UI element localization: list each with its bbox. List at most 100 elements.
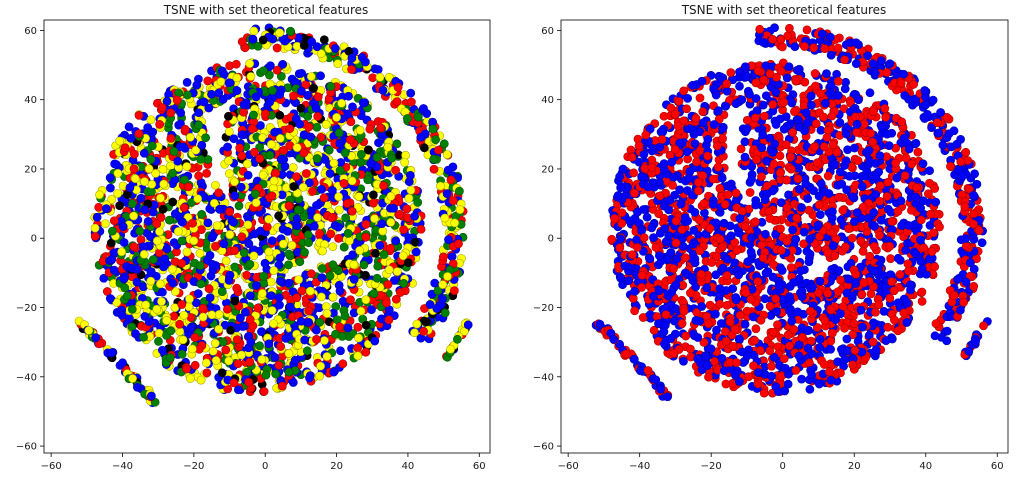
scatter-point: [277, 381, 287, 391]
scatter-point: [266, 277, 276, 287]
scatter-point: [237, 130, 247, 140]
scatter-point: [442, 189, 452, 198]
y-tick-label: −20: [16, 303, 37, 314]
scatter-point: [341, 213, 350, 223]
scatter-point: [159, 262, 168, 272]
scatter-point: [230, 262, 240, 272]
scatter-point: [346, 295, 355, 305]
scatter-point: [446, 175, 456, 185]
scatter-point: [245, 59, 255, 68]
scatter-point: [751, 324, 761, 334]
scatter-point: [791, 76, 801, 86]
scatter-point: [183, 213, 193, 222]
scatter-point: [275, 134, 285, 143]
scatter-point: [92, 212, 102, 222]
scatter-point: [132, 277, 142, 287]
scatter-point: [252, 281, 261, 290]
scatter-point: [799, 101, 809, 110]
scatter-point: [838, 205, 848, 215]
scatter-point: [182, 247, 192, 257]
scatter-point: [211, 242, 220, 251]
scatter-point: [410, 328, 419, 338]
chart-title-left: TSNE with set theoretical features: [163, 3, 369, 17]
scatter-point: [299, 148, 309, 158]
scatter-point: [303, 112, 313, 121]
scatter-point: [773, 342, 783, 352]
scatter-point: [318, 246, 327, 256]
scatter-point: [321, 120, 331, 129]
scatter-point: [315, 228, 324, 238]
scatter-point: [805, 358, 814, 368]
scatter-point: [775, 168, 785, 178]
scatter-point: [174, 88, 184, 98]
scatter-point: [166, 326, 176, 336]
scatter-point: [204, 284, 214, 294]
scatter-point: [245, 291, 255, 301]
scatter-point: [412, 319, 422, 329]
scatter-point: [402, 204, 412, 214]
scatter-point: [193, 194, 203, 204]
scatter-point: [179, 203, 189, 212]
scatter-point: [230, 177, 239, 187]
scatter-point: [306, 132, 316, 142]
scatter-point: [303, 230, 313, 240]
scatter-point: [332, 113, 341, 122]
scatter-point: [354, 333, 363, 343]
scatter-point: [721, 379, 731, 389]
scatter-point: [224, 111, 233, 121]
scatter-point: [337, 98, 346, 108]
scatter-point: [293, 205, 303, 215]
scatter-point: [747, 174, 756, 184]
scatter-point: [917, 287, 927, 297]
scatter-point: [792, 65, 802, 75]
scatter-point: [146, 115, 156, 125]
scatter-point: [214, 310, 224, 319]
scatter-point: [410, 237, 420, 247]
x-tick-label: −60: [41, 461, 62, 472]
scatter-point: [883, 322, 893, 332]
scatter-point: [328, 186, 337, 195]
scatter-point: [413, 112, 423, 122]
scatter-point: [154, 328, 164, 338]
scatter-point: [343, 323, 353, 333]
scatter-point: [317, 185, 326, 194]
scatter-point: [369, 289, 379, 298]
scatter-point: [155, 279, 165, 289]
scatter-point: [284, 367, 294, 377]
scatter-point: [893, 206, 903, 216]
scatter-point: [275, 90, 285, 99]
scatter-point: [931, 197, 941, 207]
scatter-point: [156, 193, 165, 203]
scatter-point: [295, 257, 305, 267]
scatter-point: [326, 82, 336, 91]
scatter-point: [901, 153, 911, 163]
scatter-point: [250, 147, 259, 157]
scatter-point: [298, 182, 308, 192]
scatter-point: [917, 297, 927, 306]
scatter-point: [398, 251, 408, 261]
scatter-point: [217, 368, 227, 378]
scatter-point: [235, 143, 245, 153]
scatter-point: [347, 53, 357, 63]
scatter-point: [165, 215, 174, 225]
scatter-point: [395, 210, 405, 219]
scatter-point: [357, 150, 366, 159]
scatter-point: [379, 181, 388, 190]
scatter-point: [109, 216, 119, 226]
scatter-point: [253, 303, 263, 313]
scatter-point: [134, 111, 144, 120]
scatter-point: [120, 143, 130, 153]
scatter-point: [267, 236, 277, 246]
scatter-point: [168, 168, 177, 178]
x-tick-label: 40: [402, 461, 415, 472]
scatter-point: [229, 217, 238, 227]
scatter-point: [771, 120, 781, 129]
scatter-point: [297, 286, 307, 296]
scatter-point: [288, 163, 298, 172]
scatter-point: [317, 273, 327, 282]
scatter-point: [243, 220, 253, 230]
scatter-point: [328, 242, 338, 252]
scatter-point: [735, 81, 744, 91]
scatter-point: [292, 293, 302, 303]
x-tick-label: −40: [112, 461, 133, 472]
